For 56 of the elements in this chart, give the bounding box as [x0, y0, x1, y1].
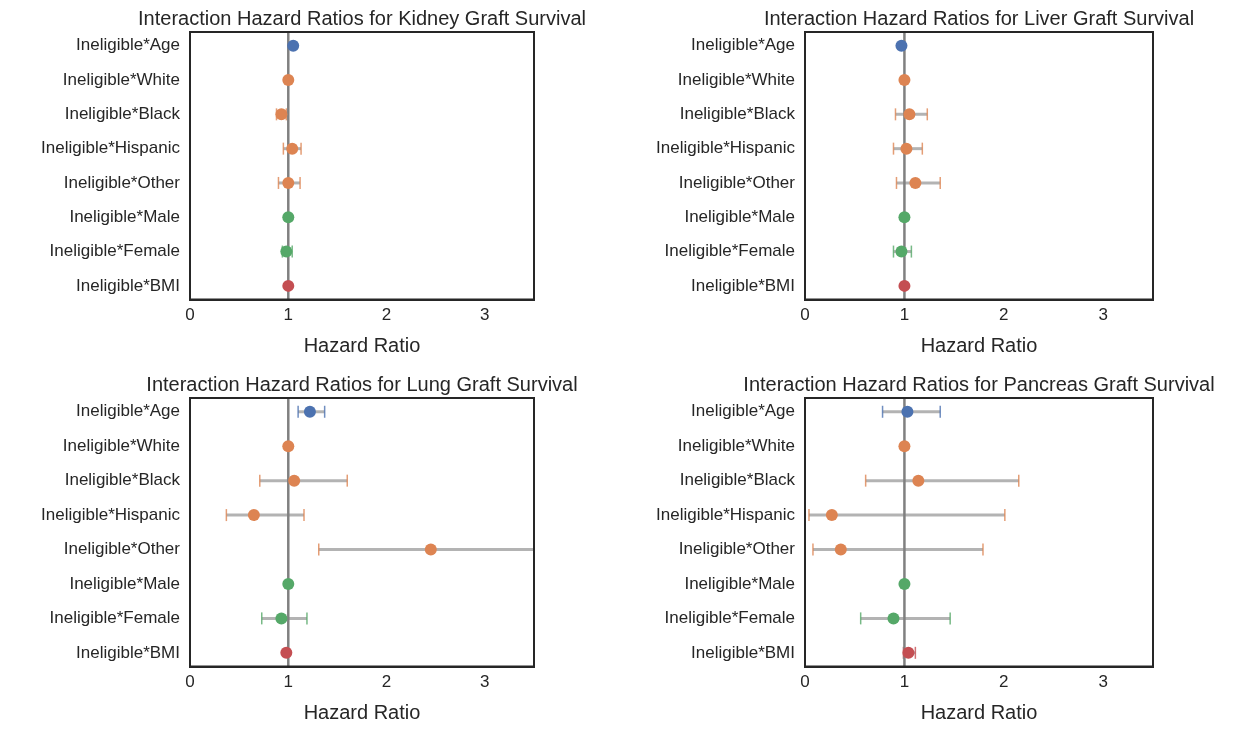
x-tick-label: 1	[899, 305, 910, 325]
y-tick-label: Ineligible*Age	[691, 401, 795, 421]
x-tick-label: 3	[1098, 305, 1109, 325]
chart-title: Interaction Hazard Ratios for Liver Graft Survival	[763, 6, 1195, 29]
y-tick-label: Ineligible*Female	[664, 608, 795, 628]
y-tick-label: Ineligible*Black	[64, 104, 181, 124]
y-tick-label: Ineligible*Age	[691, 35, 795, 55]
y-tick-label: Ineligible*Other	[63, 172, 181, 192]
y-tick-label: Ineligible*Male	[684, 573, 795, 593]
x-tick-label: 2	[999, 305, 1009, 325]
y-tick-label: Ineligible*Hispanic	[656, 504, 796, 524]
y-tick-label: Ineligible*Male	[69, 573, 180, 593]
y-tick-label: Ineligible*Female	[664, 241, 795, 261]
x-tick-label: 2	[381, 672, 392, 692]
x-axis-title: Hazard Ratio	[920, 700, 1038, 723]
chart-title: Interaction Hazard Ratios for Pancreas Graft Survival	[743, 372, 1215, 395]
x-tick-label: 3	[480, 305, 490, 325]
x-axis-title: Hazard Ratio	[303, 333, 421, 356]
y-tick-label: Ineligible*Hispanic	[656, 138, 796, 158]
chart-title: Interaction Hazard Ratios for Lung Graft Survival	[146, 372, 578, 395]
x-axis-title: Hazard Ratio	[920, 333, 1038, 356]
x-tick-label: 2	[381, 305, 392, 325]
x-tick-label: 3	[480, 672, 490, 692]
y-tick-label: Ineligible*White	[677, 69, 795, 89]
y-tick-label: Ineligible*BMI	[691, 642, 795, 662]
y-tick-label: Ineligible*BMI	[76, 642, 180, 662]
x-tick-label: 0	[800, 305, 810, 325]
y-tick-label: Ineligible*Age	[76, 401, 180, 421]
y-tick-label: Ineligible*Male	[684, 206, 795, 226]
y-tick-label: Ineligible*Male	[69, 206, 180, 226]
x-tick-label: 1	[899, 672, 910, 692]
y-tick-label: Ineligible*White	[62, 69, 180, 89]
x-tick-label: 2	[999, 672, 1009, 692]
y-tick-label: Ineligible*Black	[679, 470, 796, 490]
y-tick-label: Ineligible*Hispanic	[41, 138, 181, 158]
x-tick-label: 0	[185, 672, 195, 692]
y-tick-label: Ineligible*White	[62, 435, 180, 455]
y-tick-label: Ineligible*Other	[678, 539, 796, 559]
x-tick-label: 0	[185, 305, 195, 325]
y-tick-label: Ineligible*Other	[63, 539, 181, 559]
x-tick-label: 1	[283, 672, 294, 692]
y-tick-label: Ineligible*White	[677, 435, 795, 455]
y-tick-label: Ineligible*Age	[76, 35, 180, 55]
y-tick-label: Ineligible*BMI	[76, 275, 180, 295]
x-tick-label: 3	[1098, 672, 1109, 692]
y-tick-label: Ineligible*Other	[678, 172, 796, 192]
x-axis-title: Hazard Ratio	[303, 700, 421, 723]
y-tick-label: Ineligible*Female	[49, 241, 180, 261]
x-tick-label: 1	[283, 305, 294, 325]
y-tick-label: Ineligible*Black	[679, 104, 796, 124]
y-tick-label: Ineligible*BMI	[691, 275, 795, 295]
y-tick-label: Ineligible*Black	[64, 470, 181, 490]
y-tick-label: Ineligible*Female	[49, 608, 180, 628]
chart-title: Interaction Hazard Ratios for Kidney Graft Survival	[138, 6, 586, 29]
y-tick-label: Ineligible*Hispanic	[41, 504, 181, 524]
x-tick-label: 0	[800, 672, 810, 692]
